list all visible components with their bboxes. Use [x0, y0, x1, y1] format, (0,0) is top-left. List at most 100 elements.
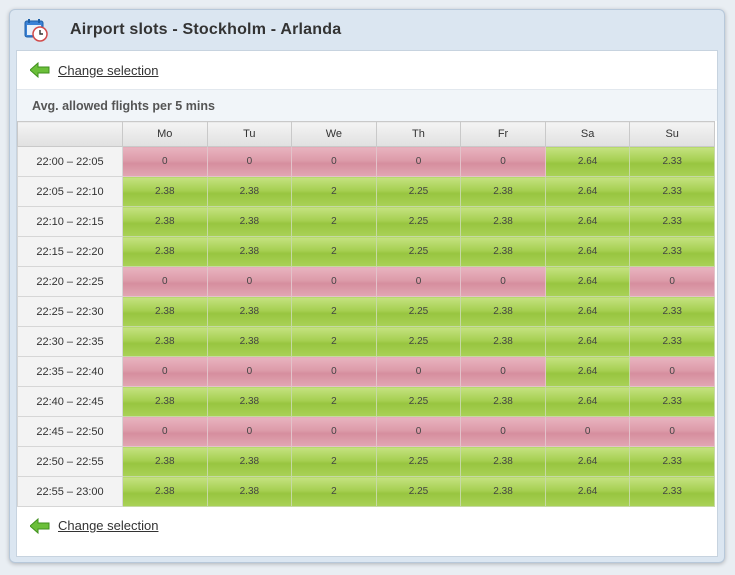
day-header-su: Su	[629, 121, 715, 147]
slot-cell: 2.38	[460, 446, 546, 477]
slot-cell: 2.33	[629, 326, 715, 357]
slot-cell: 2.38	[460, 386, 546, 417]
slot-cell: 0	[206, 416, 293, 447]
slot-cell: 2.64	[544, 356, 631, 387]
slot-cell: 2.38	[460, 176, 546, 207]
slot-cell: 0	[291, 266, 377, 297]
day-header-fr: Fr	[460, 121, 546, 147]
slot-cell: 2	[291, 236, 377, 267]
slot-cell: 2.38	[460, 476, 546, 507]
slot-cell: 2.25	[375, 326, 462, 357]
slot-cell: 2	[291, 326, 377, 357]
slot-cell: 2.64	[544, 446, 631, 477]
change-selection-link-top[interactable]: Change selection	[58, 62, 159, 78]
table-row: 22:55 – 23:00 2.38 2.38 2 2.25 2.38 2.64 2.33	[17, 476, 715, 507]
slot-cell: 0	[291, 146, 377, 177]
table-row: 22:15 – 22:20 2.38 2.38 2 2.25 2.38 2.64 2.33	[17, 236, 715, 267]
slot-cell: 0	[544, 416, 631, 447]
day-header-tu: Tu	[206, 121, 293, 147]
time-slot-label: 22:00 – 22:05	[17, 146, 123, 177]
slot-cell: 2.38	[206, 386, 293, 417]
table-row: 22:35 – 22:40 0 0 0 0 0 2.64 0	[17, 356, 715, 387]
slot-cell: 2.38	[122, 296, 208, 327]
slot-cell: 2	[291, 296, 377, 327]
slot-cell: 2	[291, 206, 377, 237]
slot-cell: 0	[460, 356, 546, 387]
slot-cell: 2.64	[544, 266, 631, 297]
slot-cell: 2.33	[629, 176, 715, 207]
window-title: Airport slots - Stockholm - Arlanda	[70, 21, 342, 38]
table-row: 22:45 – 22:50 0 0 0 0 0 0 0	[17, 416, 715, 447]
slot-cell: 0	[460, 416, 546, 447]
slot-cell: 2.38	[206, 446, 293, 477]
slot-cell: 2.33	[629, 236, 715, 267]
slot-cell: 2.33	[629, 206, 715, 237]
slot-cell: 2.33	[629, 446, 715, 477]
table-header-row: Mo Tu We Th Fr Sa Su	[17, 121, 715, 147]
slot-cell: 0	[122, 356, 208, 387]
table-row: 22:10 – 22:15 2.38 2.38 2 2.25 2.38 2.64 2.33	[17, 206, 715, 237]
slot-cell: 2.64	[544, 326, 631, 357]
calendar-clock-icon	[24, 19, 48, 42]
table-row: 22:00 – 22:05 0 0 0 0 0 2.64 2.33	[17, 146, 715, 177]
slot-cell: 2.38	[122, 206, 208, 237]
slot-cell: 2.25	[375, 296, 462, 327]
slot-cell: 2.38	[122, 476, 208, 507]
table-row: 22:40 – 22:45 2.38 2.38 2 2.25 2.38 2.64 2.33	[17, 386, 715, 417]
slot-cell: 2.38	[206, 476, 293, 507]
slot-cell: 2.38	[122, 446, 208, 477]
slot-cell: 2.33	[629, 296, 715, 327]
slot-cell: 2.38	[460, 236, 546, 267]
slot-cell: 2.38	[122, 176, 208, 207]
slot-cell: 0	[206, 356, 293, 387]
slot-cell: 0	[375, 146, 462, 177]
time-slot-label: 22:40 – 22:45	[17, 386, 123, 417]
slot-cell: 2.64	[544, 476, 631, 507]
table-row: 22:30 – 22:35 2.38 2.38 2 2.25 2.38 2.64 2.33	[17, 326, 715, 357]
slots-table-body: 22:00 – 22:05 0 0 0 0 0 2.64 2.33 22:05 – 22:10 2…	[17, 146, 715, 507]
slot-cell: 0	[629, 416, 715, 447]
slot-cell: 2.25	[375, 206, 462, 237]
slot-cell: 2.25	[375, 386, 462, 417]
time-slot-label: 22:15 – 22:20	[17, 236, 123, 267]
slot-cell: 2.64	[544, 236, 631, 267]
day-header-we: We	[291, 121, 377, 147]
slot-cell: 2.38	[206, 326, 293, 357]
slot-cell: 2.25	[375, 476, 462, 507]
slots-table: Mo Tu We Th Fr Sa Su 22:00 – 22:05 0 0 0 0 0 2.64 2.3…	[17, 121, 715, 507]
slot-cell: 2.33	[629, 476, 715, 507]
slot-cell: 0	[206, 266, 293, 297]
slot-cell: 2.38	[206, 176, 293, 207]
time-slot-label: 22:30 – 22:35	[17, 326, 123, 357]
slot-cell: 0	[122, 266, 208, 297]
top-nav: Change selection	[17, 51, 717, 89]
time-slot-label: 22:45 – 22:50	[17, 416, 123, 447]
slot-cell: 2.38	[460, 326, 546, 357]
slot-cell: 2.38	[460, 206, 546, 237]
day-header-th: Th	[375, 121, 462, 147]
change-selection-link-bottom[interactable]: Change selection	[58, 518, 159, 533]
day-header-mo: Mo	[122, 121, 208, 147]
time-slot-label: 22:10 – 22:15	[17, 206, 123, 237]
time-slot-label: 22:50 – 22:55	[17, 446, 123, 477]
slot-cell: 2.64	[544, 176, 631, 207]
slot-cell: 0	[375, 266, 462, 297]
day-header-sa: Sa	[544, 121, 631, 147]
slot-cell: 0	[122, 146, 208, 177]
slot-cell: 0	[629, 266, 715, 297]
back-arrow-icon[interactable]	[30, 517, 50, 534]
section-title: Avg. allowed flights per 5 mins	[17, 89, 717, 121]
time-slot-label: 22:05 – 22:10	[17, 176, 123, 207]
back-arrow-icon[interactable]	[30, 62, 50, 78]
slot-cell: 2.25	[375, 236, 462, 267]
content-panel: Change selection Avg. allowed flights pe…	[16, 50, 718, 557]
slot-cell: 2.38	[460, 296, 546, 327]
slot-cell: 2.38	[122, 326, 208, 357]
time-slot-label: 22:35 – 22:40	[17, 356, 123, 387]
slot-cell: 2.25	[375, 176, 462, 207]
airport-slots-window: Airport slots - Stockholm - Arlanda Chan…	[9, 9, 725, 563]
table-row: 22:50 – 22:55 2.38 2.38 2 2.25 2.38 2.64 2.33	[17, 446, 715, 477]
table-row: 22:20 – 22:25 0 0 0 0 0 2.64 0	[17, 266, 715, 297]
slot-cell: 0	[375, 356, 462, 387]
slot-cell: 2.25	[375, 446, 462, 477]
